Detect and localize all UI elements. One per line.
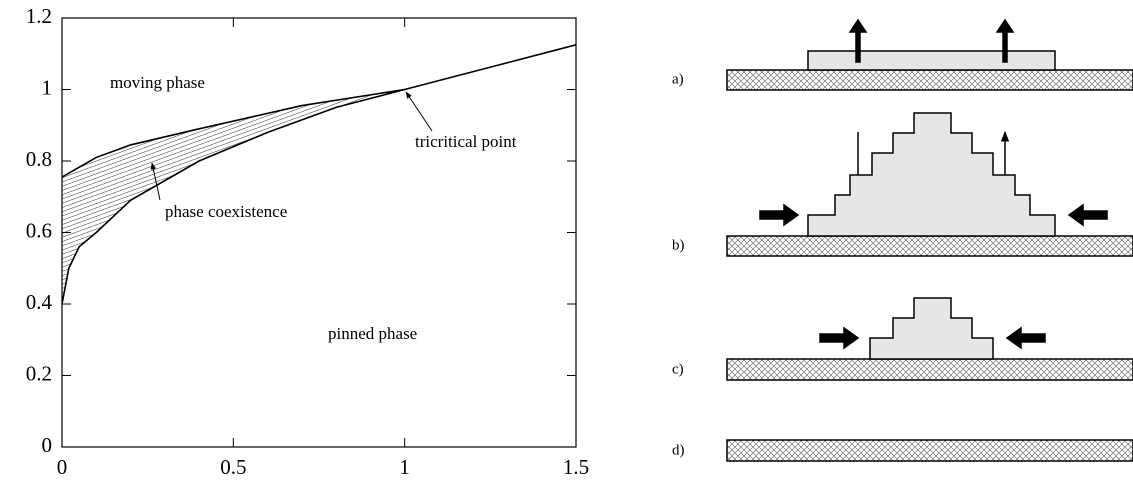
substrate xyxy=(726,235,1133,257)
film xyxy=(807,50,1056,71)
y-tick-label: 1 xyxy=(42,75,53,99)
panel-label: a) xyxy=(672,71,684,87)
x-tick-label: 1 xyxy=(399,455,410,479)
x-tick-label: 0.5 xyxy=(220,455,246,479)
island xyxy=(807,112,1056,237)
substrate xyxy=(726,358,1133,381)
thin-arrow xyxy=(857,132,1005,175)
y-tick-label: 0.6 xyxy=(26,218,52,242)
annotation: phase coexistence xyxy=(165,202,287,221)
side-arrow xyxy=(759,203,1108,227)
coexistence-area xyxy=(62,89,405,304)
x-tick-label: 0 xyxy=(57,455,68,479)
curve xyxy=(61,88,405,305)
diagram xyxy=(726,18,1133,462)
annotation-arrow xyxy=(405,91,433,132)
y-tick-label: 0.4 xyxy=(26,290,53,314)
substrate xyxy=(726,439,1133,462)
x-tick-label: 1.5 xyxy=(563,455,589,479)
annotation: pinned phase xyxy=(328,324,417,343)
island xyxy=(869,297,994,360)
panel-label: b) xyxy=(672,237,685,253)
panel-label: d) xyxy=(672,442,685,458)
side-arrow xyxy=(819,326,1046,350)
annotation-arrow xyxy=(150,162,161,201)
y-tick-label: 0 xyxy=(42,433,53,457)
substrate xyxy=(726,69,1133,91)
up-arrow xyxy=(848,18,1015,63)
annotation: tricritical point xyxy=(415,132,517,151)
panel-label: c) xyxy=(672,361,684,377)
curve xyxy=(61,44,577,178)
y-tick-label: 0.8 xyxy=(26,147,52,171)
y-tick-label: 1.2 xyxy=(26,4,52,28)
y-tick-label: 0.2 xyxy=(26,361,52,385)
annotation: moving phase xyxy=(110,73,205,92)
